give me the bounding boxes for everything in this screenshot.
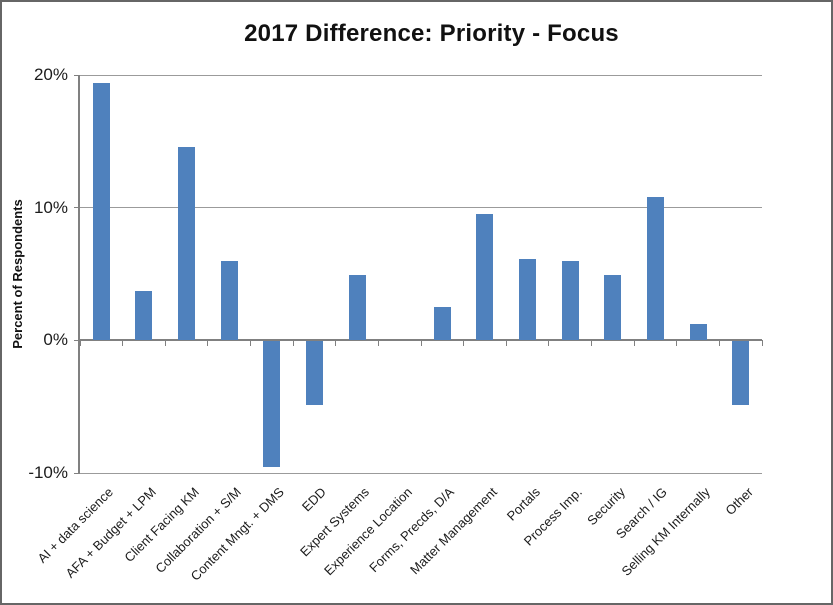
bar [732, 341, 750, 405]
x-axis-tick-mark [633, 340, 635, 347]
x-axis-tick-mark [463, 340, 465, 347]
y-axis-line [78, 75, 80, 473]
x-axis-tick-mark [591, 340, 592, 347]
x-axis-tick-mark [505, 340, 507, 347]
bar [220, 260, 238, 341]
y-axis-tick-label: 20% [33, 65, 68, 84]
x-axis-tick-mark [250, 340, 251, 347]
gridline [80, 74, 762, 76]
gridline [80, 472, 762, 474]
x-axis-tick-mark [207, 340, 209, 347]
x-axis-tick-mark [335, 340, 337, 347]
y-axis-tick-mark [74, 207, 80, 209]
bar [519, 259, 537, 341]
y-axis-tick-mark [74, 339, 80, 341]
y-axis-title: Percent of Respondents [10, 199, 25, 349]
chart-title: 2017 Difference: Priority - Focus [244, 20, 619, 47]
y-axis-tick-mark [74, 74, 80, 76]
x-axis-tick-mark [377, 340, 379, 347]
x-axis-tick-mark [676, 340, 678, 347]
x-axis-tick-mark [164, 340, 166, 347]
x-axis-tick-mark [79, 340, 81, 347]
bar [604, 275, 622, 341]
x-axis-tick-mark [122, 340, 124, 347]
x-axis-tick-mark [420, 340, 422, 347]
bar [476, 214, 494, 341]
bar [263, 341, 281, 468]
bar [561, 260, 579, 341]
bar [305, 341, 323, 405]
y-axis-tick-label: -10% [28, 463, 68, 482]
bar [135, 291, 153, 341]
x-axis-tick-mark [292, 340, 294, 347]
y-axis-tick-mark [74, 472, 80, 474]
bar [178, 146, 196, 341]
x-axis-tick-mark [718, 340, 720, 347]
x-axis-tick-mark [548, 340, 550, 347]
gridline [80, 207, 762, 209]
y-axis-tick-label: 10% [33, 197, 68, 217]
bar [433, 307, 451, 341]
bar [348, 275, 366, 341]
y-axis-tick-label: 0% [43, 330, 68, 350]
x-axis-tick-mark [761, 340, 763, 347]
bar [92, 82, 110, 341]
bar [646, 197, 664, 341]
bar [689, 324, 707, 341]
x-axis-line [78, 339, 762, 342]
